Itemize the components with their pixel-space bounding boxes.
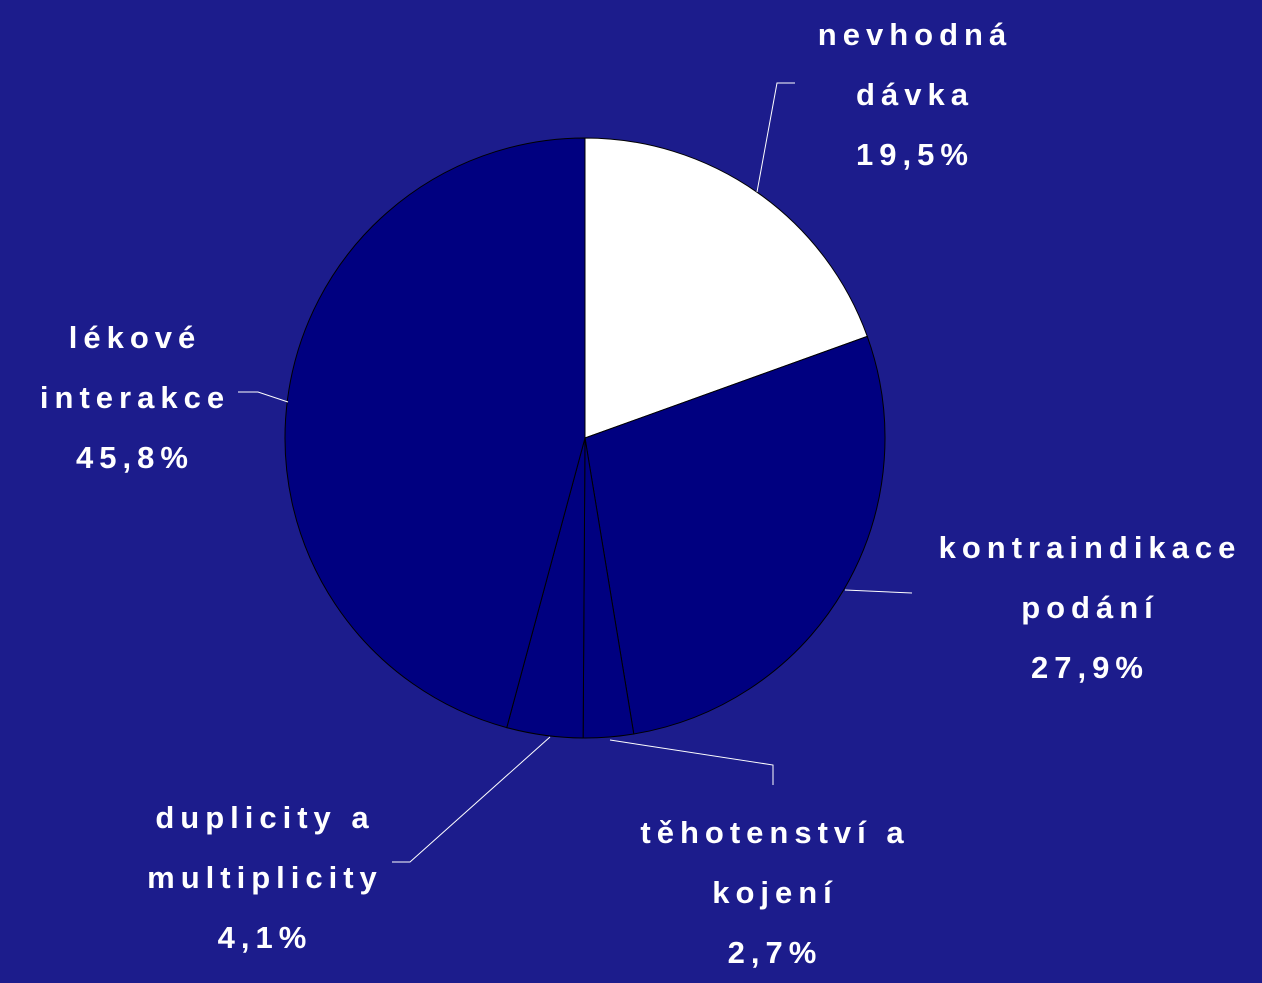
value-label: 4,1%	[217, 920, 313, 955]
leader-line	[609, 739, 774, 785]
leader-line	[844, 589, 913, 594]
slice-label: duplicity a multiplicity 4,1%	[130, 788, 400, 968]
leader-line	[756, 82, 795, 193]
leader-line	[238, 391, 289, 403]
slice-label: nevhodná dávka 19,5%	[755, 5, 1075, 185]
value-label: 19,5%	[856, 137, 974, 172]
pie	[284, 137, 886, 739]
category-label: kontraindikace podání	[938, 530, 1242, 625]
pie-slice	[584, 335, 886, 735]
pie-slice	[284, 137, 586, 729]
category-label: nevhodná dávka	[817, 17, 1013, 112]
category-label: duplicity a multiplicity	[147, 800, 383, 895]
slice-label: kontraindikace podání 27,9%	[905, 518, 1262, 698]
leader-lines	[238, 82, 913, 863]
value-label: 45,8%	[76, 440, 194, 475]
pie-slice	[584, 137, 868, 439]
slice-label: lékové interakce 45,8%	[20, 308, 250, 488]
category-label: těhotenství a kojení	[640, 815, 910, 910]
slice-label: těhotenství a kojení 2,7%	[585, 803, 965, 983]
value-label: 27,9%	[1031, 650, 1149, 685]
leader-line	[392, 736, 551, 863]
category-label: lékové interakce	[39, 320, 231, 415]
value-label: 2,7%	[727, 935, 823, 970]
